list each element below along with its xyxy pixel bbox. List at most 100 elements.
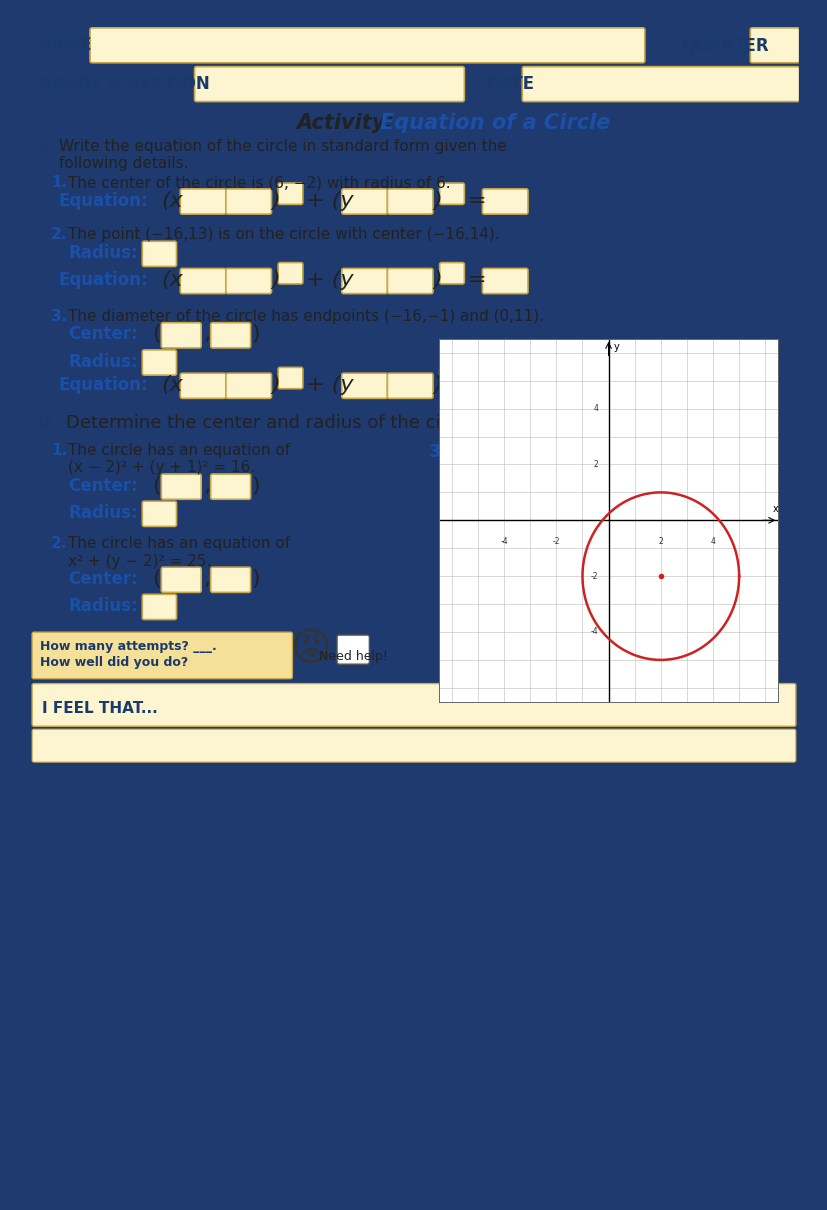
Text: ,: ,	[582, 569, 590, 589]
FancyBboxPatch shape	[590, 567, 635, 593]
FancyBboxPatch shape	[226, 269, 271, 294]
Text: ): )	[433, 270, 441, 290]
Text: I.: I.	[38, 139, 51, 157]
Text: =: =	[466, 190, 485, 211]
FancyBboxPatch shape	[337, 635, 369, 664]
Text: Write the equation of the circle in standard form given the: Write the equation of the circle in stan…	[59, 139, 506, 155]
Text: ): )	[271, 270, 280, 290]
Text: Radius:: Radius:	[447, 597, 517, 615]
Text: -4: -4	[590, 628, 597, 636]
Text: ): )	[638, 569, 646, 589]
Text: Center:: Center:	[68, 570, 137, 588]
Text: following details.: following details.	[59, 156, 188, 171]
Text: ,: ,	[203, 324, 210, 345]
Text: The circle has an equation of: The circle has an equation of	[68, 536, 290, 551]
FancyBboxPatch shape	[142, 501, 176, 526]
FancyBboxPatch shape	[522, 67, 799, 102]
Text: ,: ,	[203, 569, 210, 589]
Text: (x: (x	[161, 270, 183, 290]
FancyBboxPatch shape	[226, 373, 271, 398]
Text: The circle has an equation of: The circle has an equation of	[68, 443, 290, 459]
Text: ): )	[251, 324, 260, 345]
Text: ,: ,	[203, 476, 210, 496]
Text: x: x	[772, 505, 778, 514]
FancyBboxPatch shape	[180, 373, 226, 398]
FancyBboxPatch shape	[648, 635, 680, 664]
Text: QUARTER: QUARTER	[680, 36, 767, 54]
Text: Center:: Center:	[68, 325, 137, 344]
Text: GRADE & SECTION: GRADE & SECTION	[38, 75, 209, 93]
FancyBboxPatch shape	[180, 269, 226, 294]
Text: ): )	[251, 476, 260, 496]
FancyBboxPatch shape	[439, 263, 464, 284]
FancyBboxPatch shape	[210, 323, 251, 348]
FancyBboxPatch shape	[32, 730, 795, 762]
FancyBboxPatch shape	[32, 632, 292, 679]
Text: The center of the circle is (6, −2) with radius of 6.: The center of the circle is (6, −2) with…	[68, 175, 450, 190]
FancyBboxPatch shape	[142, 241, 176, 266]
Text: -2: -2	[552, 537, 559, 546]
Text: + (y: + (y	[305, 270, 353, 290]
Text: 1.: 1.	[51, 175, 67, 190]
FancyBboxPatch shape	[482, 373, 528, 398]
Text: (: (	[151, 324, 160, 345]
Text: Equation:: Equation:	[59, 191, 148, 209]
FancyBboxPatch shape	[541, 567, 581, 593]
FancyBboxPatch shape	[161, 474, 201, 500]
Text: II.: II.	[38, 414, 58, 432]
FancyBboxPatch shape	[278, 263, 303, 284]
Text: -2: -2	[590, 571, 597, 581]
Text: y: y	[613, 342, 619, 352]
FancyBboxPatch shape	[180, 189, 226, 214]
Text: 2.: 2.	[51, 226, 67, 242]
Text: Radius:: Radius:	[68, 244, 137, 261]
Text: DATE: DATE	[485, 75, 533, 93]
Text: ): )	[271, 190, 280, 211]
Text: 2: 2	[593, 460, 597, 469]
FancyBboxPatch shape	[387, 189, 433, 214]
Text: (: (	[151, 476, 160, 496]
FancyBboxPatch shape	[439, 183, 464, 204]
Text: ): )	[433, 375, 441, 394]
FancyBboxPatch shape	[278, 183, 303, 204]
Text: Equation:: Equation:	[59, 271, 148, 289]
FancyBboxPatch shape	[210, 567, 251, 593]
Text: (x: (x	[161, 190, 183, 211]
FancyBboxPatch shape	[342, 373, 387, 398]
Text: (x − 2)² + (y + 1)² = 16.: (x − 2)² + (y + 1)² = 16.	[68, 461, 256, 476]
Text: How many attempts? ___.: How many attempts? ___.	[40, 640, 216, 653]
Text: Just OK!: Just OK!	[484, 650, 533, 663]
Text: 3.: 3.	[51, 309, 67, 324]
Text: Radius:: Radius:	[68, 503, 137, 522]
Text: 3.: 3.	[428, 443, 448, 461]
Text: -4: -4	[500, 537, 507, 546]
Text: The diameter of the circle has endpoints (−16,−1) and (0,11).: The diameter of the circle has endpoints…	[68, 309, 543, 324]
FancyBboxPatch shape	[161, 567, 201, 593]
FancyBboxPatch shape	[278, 368, 303, 388]
Text: Need help!: Need help!	[318, 650, 387, 663]
Text: ): )	[251, 569, 260, 589]
Text: x² + (y − 2)² = 25.: x² + (y − 2)² = 25.	[68, 554, 211, 569]
FancyBboxPatch shape	[32, 684, 795, 726]
Text: Radius:: Radius:	[68, 597, 137, 615]
Text: + (y: + (y	[305, 375, 353, 394]
FancyBboxPatch shape	[142, 350, 176, 375]
Text: 4: 4	[592, 404, 597, 413]
Text: Determine the center and radius of the circle.: Determine the center and radius of the c…	[66, 414, 480, 432]
FancyBboxPatch shape	[210, 474, 251, 500]
FancyBboxPatch shape	[529, 594, 563, 620]
FancyBboxPatch shape	[161, 323, 201, 348]
Text: (x: (x	[161, 375, 183, 394]
Text: + (y: + (y	[305, 190, 353, 211]
FancyBboxPatch shape	[439, 368, 464, 388]
Text: ): )	[433, 190, 441, 211]
FancyBboxPatch shape	[387, 269, 433, 294]
FancyBboxPatch shape	[194, 67, 464, 102]
Text: I FEEL THAT...: I FEEL THAT...	[41, 702, 157, 716]
Text: Equation:: Equation:	[59, 376, 148, 393]
Text: 2: 2	[657, 537, 662, 546]
Text: The point (−16,13) is on the circle with center (−16,14).: The point (−16,13) is on the circle with…	[68, 226, 500, 242]
Text: =: =	[466, 375, 485, 394]
Text: Splendid: Splendid	[637, 650, 691, 663]
FancyBboxPatch shape	[226, 189, 271, 214]
